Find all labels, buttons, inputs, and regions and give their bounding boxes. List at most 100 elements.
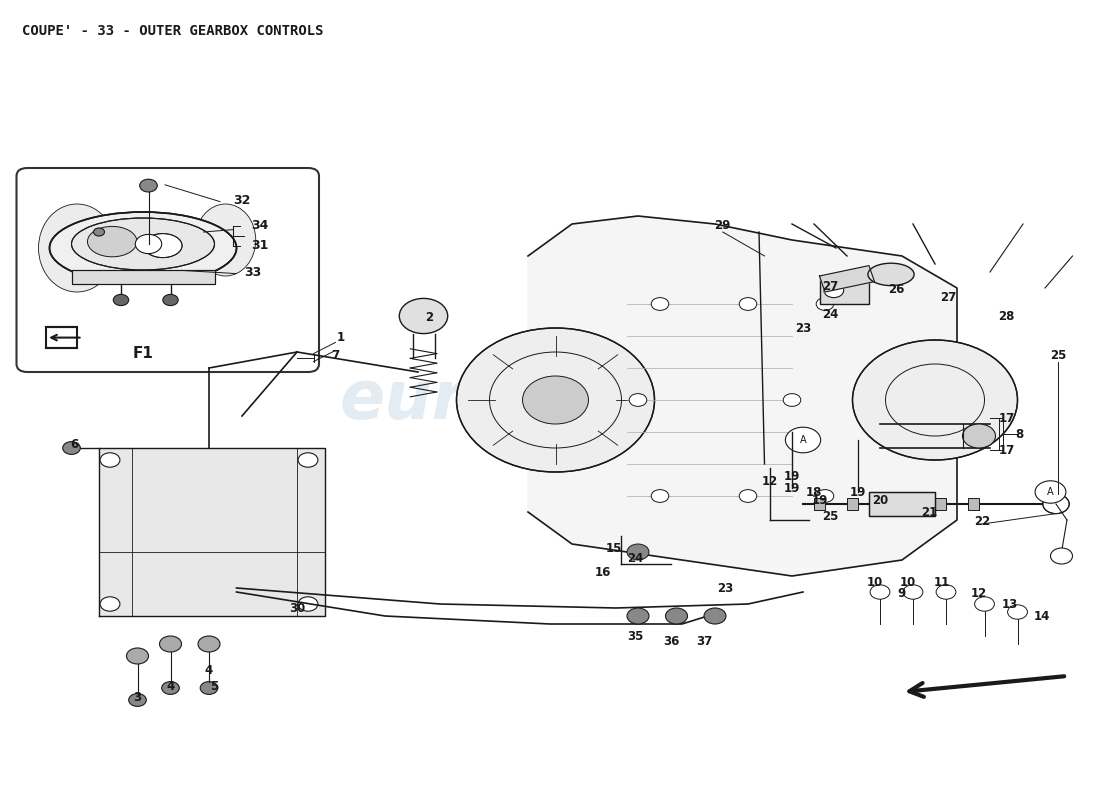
Circle shape	[135, 234, 162, 254]
Text: 10: 10	[867, 576, 882, 589]
Ellipse shape	[196, 204, 255, 276]
Circle shape	[704, 608, 726, 624]
Text: 24: 24	[823, 308, 838, 321]
Text: 34: 34	[251, 219, 268, 232]
Text: 6: 6	[70, 438, 79, 450]
Text: 26: 26	[889, 283, 904, 296]
Text: 36: 36	[663, 635, 679, 648]
Text: 20: 20	[872, 494, 888, 506]
Text: 12: 12	[971, 587, 987, 600]
Polygon shape	[820, 266, 874, 292]
Text: 17: 17	[999, 444, 1014, 457]
Circle shape	[129, 694, 146, 706]
Text: 11: 11	[934, 576, 949, 589]
Bar	[869, 492, 935, 516]
Text: 25: 25	[823, 510, 838, 522]
Polygon shape	[528, 216, 957, 576]
Circle shape	[162, 682, 179, 694]
Bar	[847, 498, 858, 510]
Circle shape	[522, 376, 588, 424]
Circle shape	[627, 544, 649, 560]
Bar	[72, 270, 214, 284]
Text: 27: 27	[940, 291, 956, 304]
Circle shape	[629, 394, 647, 406]
Circle shape	[852, 340, 1018, 460]
Text: 37: 37	[696, 635, 712, 648]
Text: 3: 3	[133, 691, 142, 704]
Text: 16: 16	[595, 566, 610, 578]
Circle shape	[739, 298, 757, 310]
Circle shape	[163, 294, 178, 306]
Text: 24: 24	[628, 552, 643, 565]
Ellipse shape	[72, 218, 214, 270]
Circle shape	[160, 636, 182, 652]
Circle shape	[1035, 481, 1066, 503]
Text: 19: 19	[850, 486, 866, 498]
Circle shape	[1043, 494, 1069, 514]
Circle shape	[870, 585, 890, 599]
Text: 7: 7	[331, 350, 340, 362]
Text: 12: 12	[762, 475, 778, 488]
Text: 15: 15	[606, 542, 621, 554]
Bar	[46, 327, 77, 348]
Text: 9: 9	[898, 587, 906, 600]
Text: 4: 4	[205, 664, 213, 677]
Polygon shape	[99, 448, 324, 616]
Circle shape	[399, 298, 448, 334]
Ellipse shape	[88, 226, 136, 257]
Circle shape	[94, 228, 104, 236]
Text: 32: 32	[233, 194, 251, 207]
Circle shape	[1050, 548, 1072, 564]
Text: 18: 18	[806, 486, 822, 498]
Text: 17: 17	[999, 412, 1014, 425]
FancyBboxPatch shape	[16, 168, 319, 372]
Circle shape	[126, 648, 148, 664]
Text: 29: 29	[715, 219, 730, 232]
Circle shape	[198, 636, 220, 652]
Bar	[820, 276, 869, 304]
Text: 23: 23	[795, 322, 811, 334]
Circle shape	[962, 424, 996, 448]
Text: 19: 19	[784, 470, 800, 482]
Circle shape	[816, 298, 834, 310]
Text: A: A	[800, 435, 806, 445]
Ellipse shape	[39, 204, 116, 292]
Circle shape	[140, 179, 157, 192]
Bar	[968, 498, 979, 510]
Text: 1: 1	[337, 331, 345, 344]
Circle shape	[651, 298, 669, 310]
Circle shape	[63, 442, 80, 454]
Text: 19: 19	[784, 482, 800, 494]
Bar	[874, 498, 886, 510]
Circle shape	[456, 328, 654, 472]
Text: 10: 10	[900, 576, 915, 589]
Text: 31: 31	[251, 239, 268, 252]
Text: 21: 21	[922, 506, 937, 518]
Bar	[902, 498, 913, 510]
Text: COUPE' - 33 - OUTER GEARBOX CONTROLS: COUPE' - 33 - OUTER GEARBOX CONTROLS	[22, 24, 323, 38]
Ellipse shape	[868, 263, 914, 286]
Circle shape	[113, 294, 129, 306]
Text: 5: 5	[210, 680, 219, 693]
Circle shape	[651, 490, 669, 502]
Circle shape	[100, 597, 120, 611]
Text: 8: 8	[1015, 428, 1024, 441]
Bar	[814, 498, 825, 510]
Text: 19: 19	[812, 494, 827, 506]
Ellipse shape	[143, 234, 182, 258]
Circle shape	[785, 427, 821, 453]
Text: 14: 14	[1034, 610, 1049, 622]
Text: 13: 13	[1002, 598, 1018, 610]
Text: eurospares: eurospares	[339, 367, 761, 433]
Circle shape	[627, 608, 649, 624]
Text: 4: 4	[166, 680, 175, 693]
Text: F1: F1	[133, 346, 153, 361]
Ellipse shape	[50, 212, 236, 284]
Bar	[869, 492, 935, 516]
Text: 30: 30	[289, 602, 305, 614]
Text: 2: 2	[425, 311, 433, 324]
Circle shape	[903, 585, 923, 599]
Circle shape	[975, 597, 994, 611]
Circle shape	[816, 490, 834, 502]
Bar	[935, 498, 946, 510]
